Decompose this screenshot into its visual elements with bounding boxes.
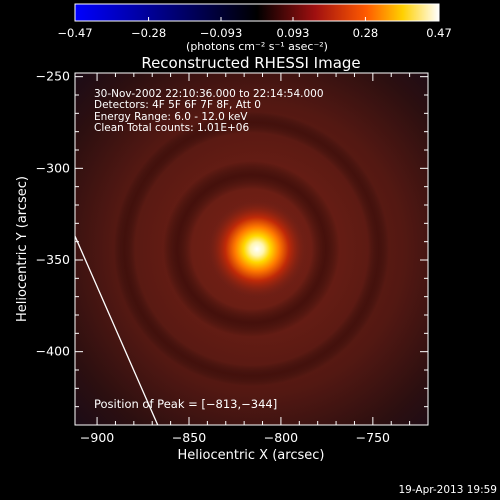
colorbar-tick-label: 0.28 <box>353 26 379 40</box>
annotation-peak-position: Position of Peak = [−813,−344] <box>94 397 277 411</box>
x-tick-label: −800 <box>264 430 298 445</box>
annotation-energy-range: Energy Range: 6.0 - 12.0 keV <box>94 111 248 123</box>
y-axis-ticks: −250 −300 −350 −400 <box>36 69 428 426</box>
colorbar-tick-label: 0.47 <box>426 26 452 40</box>
annotation-clean-counts: Clean Total counts: 1.01E+06 <box>94 122 249 134</box>
y-tick-label: −250 <box>36 69 70 84</box>
plot-area <box>75 73 428 425</box>
colorbar: −0.47 −0.28 −0.093 0.093 0.28 0.47 (photons c… <box>57 3 452 53</box>
x-tick-label: −900 <box>80 430 114 445</box>
colorbar-ticks: −0.47 −0.28 −0.093 0.093 0.28 0.47 <box>57 17 452 40</box>
colorbar-units: (photons cm⁻² s⁻¹ asec⁻²) <box>186 40 328 53</box>
heatmap-peak-source <box>209 201 306 297</box>
footer-timestamp: 19-Apr-2013 19:59 <box>398 484 497 496</box>
colorbar-tick-label: −0.28 <box>131 26 166 40</box>
colorbar-strip <box>74 3 440 22</box>
x-tick-label: −850 <box>172 430 206 445</box>
colorbar-tick-label: −0.093 <box>200 26 243 40</box>
annotation-detectors: Detectors: 4F 5F 6F 7F 8F, Att 0 <box>94 99 261 111</box>
y-tick-label: −350 <box>36 252 70 267</box>
x-axis-ticks: −900 −850 −800 −750 <box>80 73 429 445</box>
observation-annotations: 30-Nov-2002 22:10:36.000 to 22:14:54.000… <box>94 88 324 411</box>
y-tick-label: −400 <box>36 344 70 359</box>
colorbar-tick-label: 0.093 <box>277 26 310 40</box>
y-tick-label: −300 <box>36 160 70 175</box>
x-tick-label: −750 <box>356 430 390 445</box>
solar-limb-line <box>75 235 159 425</box>
colorbar-tick-label: −0.47 <box>57 26 92 40</box>
y-axis-label: Heliocentric Y (arcsec) <box>15 176 30 322</box>
chart-title: Reconstructed RHESSI Image <box>141 54 360 72</box>
annotation-time-range: 30-Nov-2002 22:10:36.000 to 22:14:54.000 <box>94 88 324 100</box>
plot-frame <box>74 72 429 426</box>
x-axis-label: Heliocentric X (arcsec) <box>178 448 325 463</box>
